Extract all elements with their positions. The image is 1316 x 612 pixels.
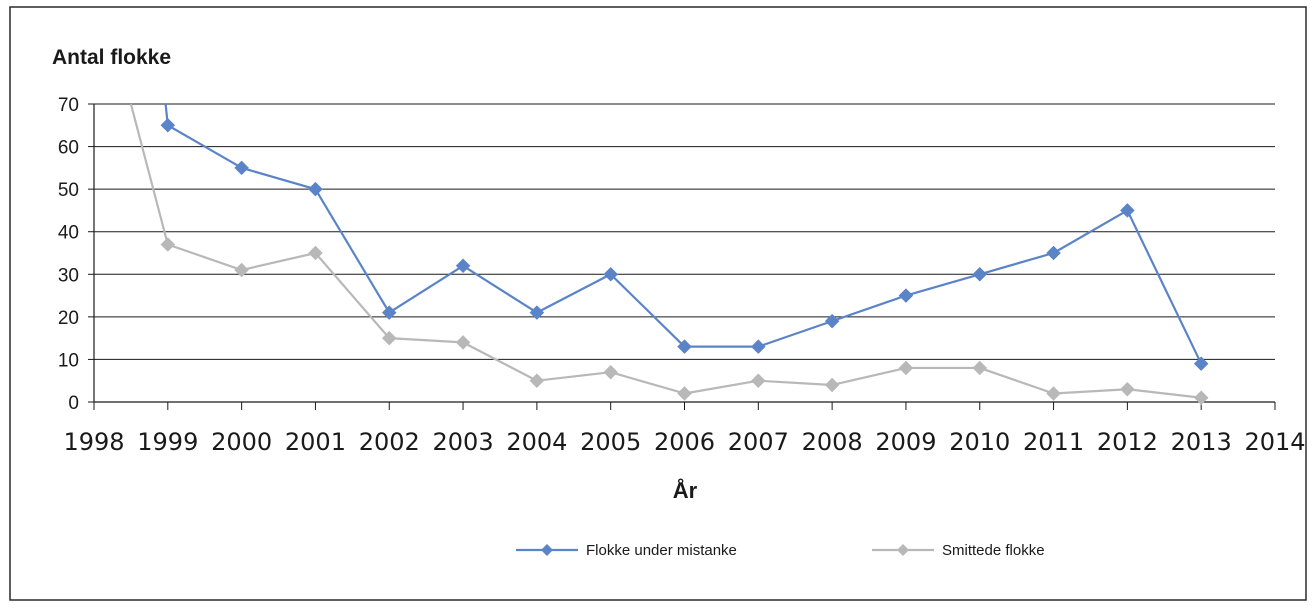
point-flokke-under-mistanke-1999 [160, 117, 176, 133]
point-flokke-under-mistanke-2010 [972, 266, 988, 282]
y-tick-label-70: 70 [58, 95, 79, 116]
point-smittede-flokke-2003 [455, 335, 471, 350]
x-tick-label-2000: 2000 [211, 428, 272, 456]
point-smittede-flokke-2000 [234, 262, 249, 278]
point-smittede-flokke-2001 [308, 245, 323, 261]
point-smittede-flokke-2010 [972, 360, 988, 376]
series-line-flokke-under-mistanke [164, 103, 1203, 365]
legend-label-flokke-under-mistanke: Flokke under mistanke [586, 542, 737, 559]
point-smittede-flokke-2013 [1193, 390, 1209, 406]
point-smittede-flokke-2008 [824, 377, 840, 393]
point-flokke-under-mistanke-2007 [750, 339, 766, 355]
y-tick-label-30: 30 [58, 265, 79, 286]
x-tick-label-2009: 2009 [875, 428, 936, 456]
point-smittede-flokke-2007 [750, 373, 766, 389]
legend-marker-smittede-flokke [897, 544, 909, 556]
x-axis-label: År [673, 477, 698, 503]
x-tick-label-2003: 2003 [433, 428, 494, 456]
x-tick-label-2013: 2013 [1171, 428, 1232, 456]
y-tick-label-50: 50 [58, 180, 79, 201]
x-tick-label-2014: 2014 [1244, 428, 1305, 456]
point-smittede-flokke-2005 [603, 364, 619, 380]
y-tick-label-0: 0 [68, 393, 79, 414]
legend-marker-flokke-under-mistanke [541, 544, 553, 556]
point-flokke-under-mistanke-2008 [824, 313, 840, 329]
y-tick-label-40: 40 [58, 223, 79, 244]
point-flokke-under-mistanke-2012 [1120, 203, 1135, 218]
point-smittede-flokke-2011 [1046, 386, 1061, 401]
point-flokke-under-mistanke-2000 [234, 160, 249, 176]
point-smittede-flokke-2004 [529, 373, 545, 389]
x-tick-label-1998: 1998 [63, 428, 124, 456]
y-tick-label-60: 60 [58, 138, 79, 159]
chart-border [9, 6, 1307, 601]
point-flokke-under-mistanke-2006 [677, 339, 692, 355]
legend: Flokke under mistanke Smittede flokke [516, 542, 1045, 559]
x-tick-label-2006: 2006 [654, 428, 715, 456]
x-tick-label-2004: 2004 [506, 428, 567, 456]
gridlines [94, 103, 1275, 360]
x-tick-label-2005: 2005 [580, 428, 641, 456]
series-line-smittede-flokke [129, 103, 1202, 399]
x-tick-label-2011: 2011 [1023, 428, 1084, 456]
x-tick-label-2007: 2007 [728, 428, 789, 456]
axes: 0 10 20 30 40 50 60 70 1998 1999 2000 2001 2002 2003 2… [58, 95, 1306, 456]
point-flokke-under-mistanke-2004 [529, 305, 545, 320]
y-tick-label-20: 20 [58, 308, 79, 329]
y-tick-label-10: 10 [58, 350, 79, 371]
point-flokke-under-mistanke-2001 [308, 181, 323, 197]
point-smittede-flokke-1999 [160, 237, 176, 252]
point-smittede-flokke-2002 [381, 330, 397, 346]
x-tick-label-1999: 1999 [137, 428, 198, 456]
legend-label-smittede-flokke: Smittede flokke [942, 542, 1045, 559]
point-flokke-under-mistanke-2013 [1193, 356, 1209, 372]
x-tick-label-2002: 2002 [359, 428, 420, 456]
series-lines [129, 103, 1209, 406]
point-flokke-under-mistanke-2002 [381, 305, 397, 320]
x-tick-label-2010: 2010 [949, 428, 1010, 456]
point-smittede-flokke-2009 [898, 360, 914, 376]
x-tick-label-2001: 2001 [285, 428, 346, 456]
point-flokke-under-mistanke-2009 [898, 288, 914, 303]
point-flokke-under-mistanke-2003 [455, 258, 471, 274]
x-tick-label-2012: 2012 [1097, 428, 1158, 456]
point-flokke-under-mistanke-2011 [1046, 245, 1061, 261]
point-smittede-flokke-2006 [677, 386, 692, 401]
point-smittede-flokke-2012 [1120, 381, 1135, 397]
point-flokke-under-mistanke-2005 [603, 266, 619, 282]
x-tick-label-2008: 2008 [802, 428, 863, 456]
y-axis-label: Antal flokke [52, 46, 171, 69]
